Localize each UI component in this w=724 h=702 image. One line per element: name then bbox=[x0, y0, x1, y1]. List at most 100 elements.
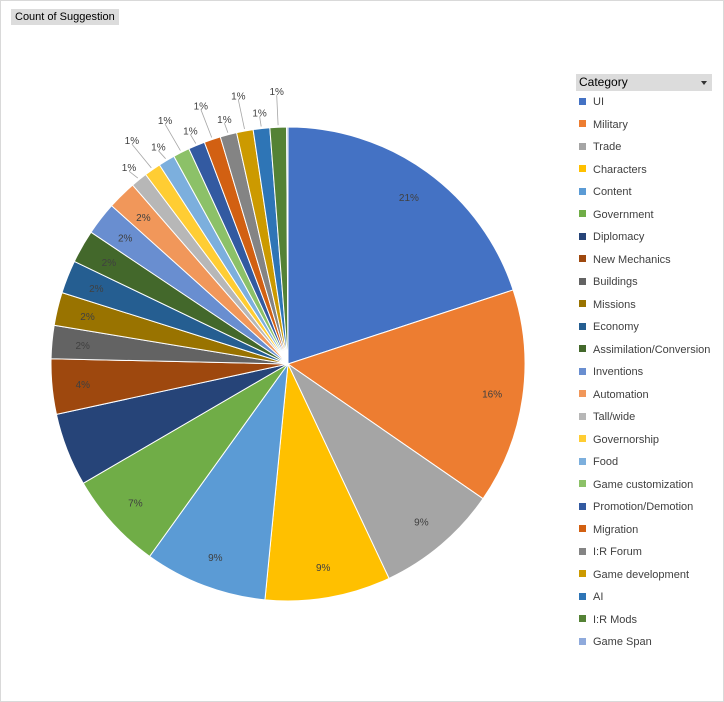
legend-label: I:R Forum bbox=[593, 546, 642, 558]
legend-swatch bbox=[579, 210, 586, 218]
legend-label: Governorship bbox=[593, 433, 660, 446]
legend-swatch bbox=[579, 255, 586, 263]
data-label: 2% bbox=[89, 284, 104, 295]
legend-item[interactable]: Economy bbox=[576, 320, 710, 343]
legend-item[interactable]: AI bbox=[576, 590, 710, 613]
legend-label: Military bbox=[593, 118, 628, 131]
data-label: 2% bbox=[136, 213, 151, 224]
data-label: 9% bbox=[414, 517, 429, 528]
legend-swatch bbox=[579, 457, 586, 465]
legend-swatch bbox=[579, 637, 586, 645]
data-label: 1% bbox=[252, 109, 267, 120]
data-label: 2% bbox=[75, 341, 90, 352]
data-label: 9% bbox=[208, 553, 223, 564]
pie-slice-ui[interactable] bbox=[287, 126, 514, 365]
legend-item[interactable]: Game development bbox=[576, 568, 710, 591]
legend-swatch bbox=[579, 390, 586, 398]
pie-slice-characters[interactable] bbox=[264, 362, 390, 602]
dropdown-arrow-icon[interactable] bbox=[701, 81, 707, 85]
pie-slice-trade[interactable] bbox=[286, 362, 484, 580]
legend-swatch bbox=[579, 570, 586, 578]
data-label: 1% bbox=[122, 163, 137, 174]
legend-label: Diplomacy bbox=[593, 231, 645, 243]
data-label: 16% bbox=[482, 390, 502, 401]
legend-swatch bbox=[579, 300, 586, 308]
leader-lines bbox=[128, 95, 279, 179]
legend-label: AI bbox=[593, 591, 604, 603]
legend-item[interactable]: I:R Forum bbox=[576, 545, 710, 568]
data-label: 1% bbox=[158, 116, 173, 127]
data-label: 1% bbox=[231, 92, 246, 103]
legend-item[interactable]: Buildings bbox=[576, 275, 710, 298]
legend-item[interactable]: New Mechanics bbox=[576, 253, 710, 276]
legend-swatch bbox=[579, 322, 586, 330]
legend-item[interactable]: Game Span bbox=[576, 635, 710, 658]
legend-item[interactable]: Trade bbox=[576, 140, 710, 163]
legend-label: UI bbox=[593, 96, 604, 108]
legend-swatch bbox=[579, 232, 586, 240]
legend-label: Game customization bbox=[593, 478, 694, 491]
legend-item[interactable]: Military bbox=[576, 118, 710, 141]
legend-filter-button[interactable]: Category bbox=[576, 74, 712, 91]
legend-title: Category bbox=[579, 75, 628, 89]
data-label: 21% bbox=[399, 193, 419, 204]
legend-label: Economy bbox=[593, 321, 639, 333]
data-label: 9% bbox=[316, 563, 331, 574]
legend-label: Trade bbox=[593, 141, 622, 153]
legend-item[interactable]: Tall/wide bbox=[576, 410, 710, 433]
legend-item[interactable]: Diplomacy bbox=[576, 230, 710, 253]
legend-item[interactable]: Missions bbox=[576, 298, 710, 321]
data-label: 2% bbox=[102, 258, 117, 269]
legend-swatch bbox=[579, 525, 586, 533]
legend-label: I:R Mods bbox=[593, 613, 638, 626]
leader-line bbox=[164, 123, 181, 151]
legend-item[interactable]: UI bbox=[576, 95, 710, 118]
legend-item[interactable]: Governorship bbox=[576, 433, 710, 456]
legend-item[interactable]: I:R Mods bbox=[576, 613, 710, 636]
legend-label: Buildings bbox=[593, 276, 638, 288]
legend-swatch bbox=[579, 615, 586, 623]
legend-swatch bbox=[579, 480, 586, 488]
pie-slices bbox=[50, 126, 526, 602]
legend-item[interactable]: Food bbox=[576, 455, 710, 478]
legend-item[interactable]: Promotion/Demotion bbox=[576, 500, 710, 523]
data-label: 1% bbox=[183, 127, 198, 138]
legend-item[interactable]: Automation bbox=[576, 388, 710, 411]
pie-slice-military[interactable] bbox=[286, 289, 526, 500]
data-labels: 21%16%9%9%9%7%4%2%2%2%2%2%2%1%1%1%1%1%1%… bbox=[75, 87, 502, 574]
legend-swatch bbox=[579, 592, 586, 600]
leader-line bbox=[259, 116, 262, 127]
value-field-button[interactable]: Count of Suggestion bbox=[11, 9, 119, 25]
data-label: 1% bbox=[125, 136, 140, 147]
legend-item[interactable]: Content bbox=[576, 185, 710, 208]
legend-swatch bbox=[579, 412, 586, 420]
legend-item[interactable]: Game customization bbox=[576, 478, 710, 501]
legend-item[interactable]: Migration bbox=[576, 523, 710, 546]
legend-swatch bbox=[579, 97, 586, 105]
leader-line bbox=[224, 122, 229, 133]
legend-item[interactable]: Inventions bbox=[576, 365, 710, 388]
legend-item[interactable]: Government bbox=[576, 208, 710, 231]
legend-swatch bbox=[579, 277, 586, 285]
legend-label: Game development bbox=[593, 568, 689, 581]
legend-swatch bbox=[579, 120, 586, 128]
legend-item[interactable]: Assimilation/Conversion bbox=[576, 343, 710, 366]
data-label: 1% bbox=[217, 115, 232, 126]
legend-label: Inventions bbox=[593, 366, 644, 378]
legend-item[interactable]: Characters bbox=[576, 163, 710, 186]
legend-label: Food bbox=[593, 456, 619, 468]
legend-swatch bbox=[579, 502, 586, 510]
data-label: 2% bbox=[80, 312, 95, 323]
legend-label: Game Span bbox=[593, 636, 652, 648]
data-label: 2% bbox=[118, 234, 133, 245]
legend-label: Tall/wide bbox=[593, 411, 636, 423]
pie-slice-game-span[interactable] bbox=[286, 126, 289, 365]
pie-slice-content[interactable] bbox=[148, 362, 289, 601]
legend-label: Assimilation/Conversion bbox=[593, 343, 711, 356]
leader-line bbox=[131, 143, 152, 169]
data-label: 1% bbox=[194, 101, 209, 112]
legend-label: Characters bbox=[593, 163, 647, 176]
legend-label: Government bbox=[593, 208, 654, 221]
legend-swatch bbox=[579, 142, 586, 150]
